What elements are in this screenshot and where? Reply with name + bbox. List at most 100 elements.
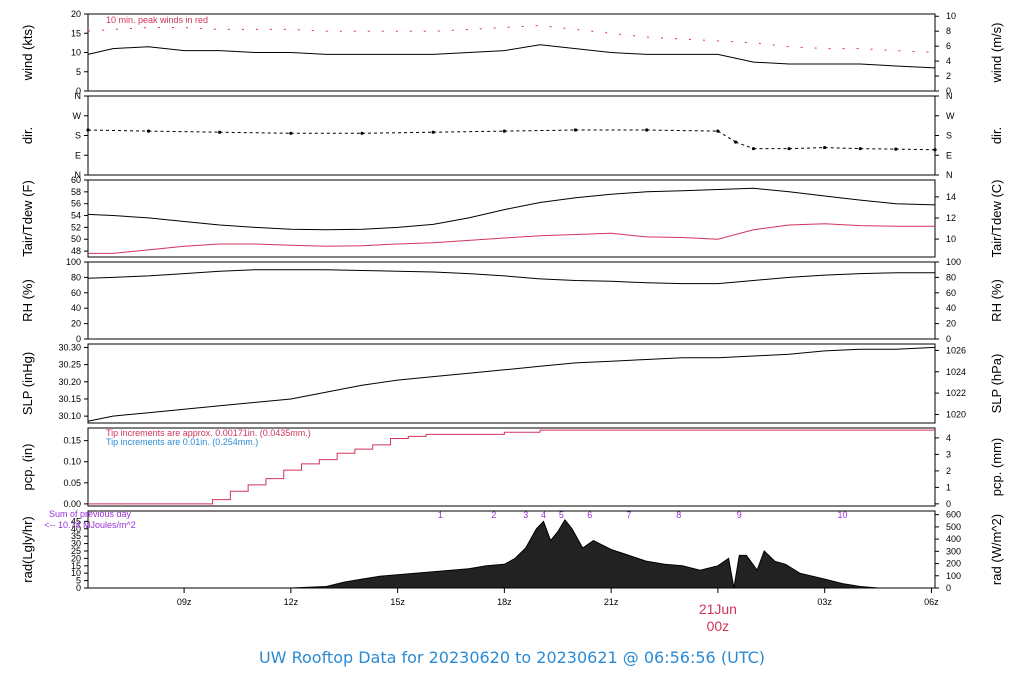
hour-label: 6: [587, 510, 592, 520]
series-line-0: [87, 269, 935, 285]
radiation-area: [290, 519, 879, 589]
rad-note-1: Sum of previous day: [49, 509, 132, 519]
series-line-0: [87, 187, 936, 231]
right-tick-label: 60: [946, 288, 956, 298]
hour-label: 9: [737, 510, 742, 520]
y-axis-label-left: SLP (inHg): [20, 352, 35, 415]
right-tick-label: 10: [946, 234, 956, 244]
left-tick-label: 56: [71, 199, 81, 209]
x-tick-label: 21z: [604, 597, 619, 607]
right-tick-label: 1: [946, 482, 951, 492]
rad-note-2: <-- 10.74 MJoules/m^2: [44, 520, 136, 530]
right-tick-label: 100: [946, 257, 961, 267]
panel-1: [84, 95, 939, 176]
left-tick-label: 50: [71, 234, 81, 244]
hour-label: 10: [837, 510, 847, 520]
x-date-sub: 00z: [707, 618, 730, 634]
panel-frame: [87, 427, 936, 507]
left-tick-label: 25: [71, 546, 81, 556]
panel-6: [84, 510, 939, 589]
x-tick-label: 06z: [924, 597, 939, 607]
direction-trace: [895, 148, 936, 151]
direction-trace: [735, 141, 754, 150]
left-tick-label: 60: [71, 175, 81, 185]
hour-label: 2: [491, 510, 496, 520]
y-axis-label-left: wind (kts): [20, 25, 35, 82]
left-tick-label: 0.05: [63, 478, 81, 488]
y-axis-label-right: RH (%): [989, 279, 1004, 322]
hour-label: 1: [438, 510, 443, 520]
direction-trace: [362, 131, 434, 134]
panel-4: [84, 343, 939, 424]
right-tick-label: 600: [946, 510, 961, 520]
panel-frame: [87, 13, 936, 92]
y-axis-label-right: Tair/Tdew (C): [989, 179, 1004, 257]
hour-label: 4: [541, 510, 546, 520]
series-line-1: [87, 24, 936, 53]
series-line-0: [87, 346, 936, 422]
direction-point: [218, 130, 222, 134]
right-tick-label: E: [946, 150, 952, 160]
hour-label: 5: [559, 510, 564, 520]
left-tick-label: 35: [71, 531, 81, 541]
hour-label: 3: [523, 510, 528, 520]
left-tick-label: 30.25: [58, 360, 81, 370]
right-tick-label: N: [946, 170, 953, 180]
y-axis-label-left: RH (%): [20, 279, 35, 322]
direction-trace: [504, 129, 576, 132]
y-axis-label-left: rad(Lgly/hr): [20, 516, 35, 582]
left-tick-label: 30.30: [58, 342, 81, 352]
left-tick-label: 60: [71, 288, 81, 298]
left-tick-label: 100: [66, 257, 81, 267]
hour-label: 7: [626, 510, 631, 520]
panel-frame: [87, 179, 936, 258]
left-tick-label: 58: [71, 187, 81, 197]
y-axis-label-left: Tair/Tdew (F): [20, 180, 35, 257]
right-tick-label: S: [946, 131, 952, 141]
left-tick-label: 20: [71, 9, 81, 19]
left-tick-label: 0.00: [63, 499, 81, 509]
direction-trace: [646, 129, 718, 132]
right-tick-label: 1024: [946, 367, 966, 377]
panel-5: [84, 427, 939, 507]
left-tick-label: 5: [76, 67, 81, 77]
x-tick-label: 12z: [284, 597, 299, 607]
right-tick-label: 14: [946, 192, 956, 202]
x-tick-label: 09z: [177, 597, 192, 607]
right-tick-label: 500: [946, 522, 961, 532]
y-axis-label-right: rad (W/m^2): [989, 514, 1004, 585]
right-tick-label: 6: [946, 41, 951, 51]
left-tick-label: 48: [71, 246, 81, 256]
right-tick-label: 20: [946, 319, 956, 329]
left-tick-label: N: [75, 170, 82, 180]
page-title: UW Rooftop Data for 20230620 to 20230621…: [258, 648, 766, 667]
left-tick-label: 20: [71, 319, 81, 329]
panel-3: [84, 261, 939, 340]
direction-trace: [824, 147, 861, 150]
left-tick-label: 10: [71, 568, 81, 578]
right-tick-label: N: [946, 91, 953, 101]
left-tick-label: 30.10: [58, 411, 81, 421]
right-tick-label: 1020: [946, 409, 966, 419]
left-tick-label: W: [73, 111, 82, 121]
x-tick-label: 03z: [817, 597, 832, 607]
y-axis-label-right: pcp. (mm): [989, 438, 1004, 497]
right-tick-label: 300: [946, 546, 961, 556]
series-line-0: [87, 44, 936, 69]
left-tick-label: 0.10: [63, 457, 81, 467]
right-tick-label: 100: [946, 571, 961, 581]
left-tick-label: 30.15: [58, 394, 81, 404]
panel-2: [84, 179, 939, 258]
panel-annotation: 10 min. peak winds in red: [106, 15, 208, 25]
left-tick-label: 0: [76, 86, 81, 96]
direction-point: [933, 148, 937, 152]
right-tick-label: 8: [946, 26, 951, 36]
left-tick-label: 52: [71, 222, 81, 232]
panel-frame: [87, 261, 936, 340]
left-tick-label: 0: [76, 583, 81, 593]
direction-trace: [87, 129, 149, 132]
right-tick-label: 10: [946, 11, 956, 21]
panel-0: [84, 13, 939, 92]
right-tick-label: 0: [946, 86, 951, 96]
